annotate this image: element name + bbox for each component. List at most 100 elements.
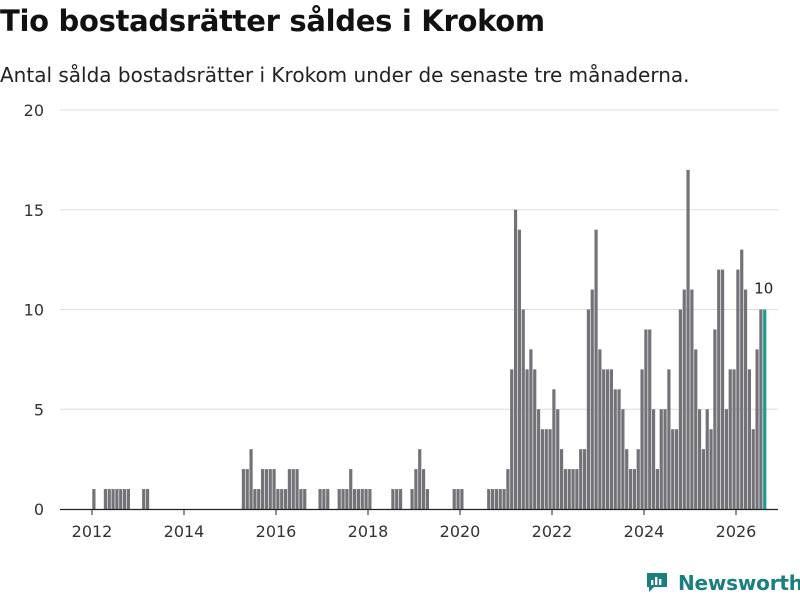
bar — [126, 489, 130, 509]
x-tick-label: 2014 — [164, 522, 205, 541]
y-tick-label: 10 — [24, 301, 44, 320]
bar — [571, 469, 575, 509]
bar — [103, 489, 107, 509]
bar — [337, 489, 341, 509]
bar — [494, 489, 498, 509]
bar — [391, 489, 395, 509]
bar — [686, 169, 690, 509]
bar — [640, 369, 644, 509]
bar — [690, 289, 694, 509]
bar — [594, 229, 598, 509]
bar — [755, 349, 759, 509]
newsworthy-logo[interactable]: Newsworthy — [644, 570, 800, 596]
bar — [701, 449, 705, 509]
bar — [283, 489, 288, 509]
bar — [671, 429, 675, 509]
bar — [398, 489, 403, 509]
bar — [322, 489, 326, 509]
bar — [590, 289, 594, 509]
bar — [621, 409, 625, 509]
y-tick-label: 20 — [24, 101, 44, 120]
bar — [533, 369, 537, 509]
bar — [575, 469, 579, 509]
bar — [525, 369, 529, 509]
bar — [456, 489, 460, 509]
bar — [490, 489, 495, 509]
bar — [548, 429, 552, 509]
bar — [510, 369, 514, 509]
newsworthy-logo-text: Newsworthy — [678, 571, 800, 595]
bar — [713, 329, 717, 509]
bar — [728, 369, 732, 509]
bar — [659, 409, 663, 509]
bar — [705, 409, 709, 509]
bar-latest — [763, 309, 767, 509]
bar — [364, 489, 368, 509]
bar — [540, 429, 544, 509]
bar — [582, 449, 587, 509]
y-tick-label: 0 — [34, 500, 44, 519]
bar — [609, 369, 613, 509]
bar — [356, 489, 360, 509]
bar — [644, 329, 648, 509]
bar — [747, 369, 751, 509]
bar — [517, 229, 521, 509]
bar — [536, 409, 541, 509]
bar — [410, 489, 414, 509]
bar — [617, 389, 621, 509]
bar — [107, 489, 111, 509]
bar — [602, 369, 606, 509]
bar — [268, 469, 272, 509]
bar — [559, 449, 564, 509]
bar — [498, 489, 502, 509]
x-tick-label: 2012 — [72, 522, 113, 541]
bar — [724, 409, 728, 509]
bar — [245, 469, 249, 509]
bar — [521, 309, 525, 509]
bar — [395, 489, 399, 509]
bar — [352, 489, 357, 509]
bar — [563, 469, 567, 509]
bar — [605, 369, 610, 509]
y-tick-label: 5 — [34, 400, 44, 419]
bar — [648, 329, 652, 509]
bar — [421, 469, 426, 509]
bar — [674, 429, 679, 509]
bar — [119, 489, 123, 509]
bar — [655, 469, 659, 509]
bar — [625, 449, 629, 509]
bar — [414, 469, 418, 509]
bar — [586, 309, 590, 509]
latest-value-label: 10 — [754, 280, 773, 298]
bar — [326, 489, 330, 509]
x-tick-label: 2024 — [624, 522, 665, 541]
bar — [345, 489, 349, 509]
x-tick-label: 2026 — [716, 522, 757, 541]
bar — [318, 489, 322, 509]
bar — [460, 489, 464, 509]
bar — [502, 489, 506, 509]
bar — [751, 429, 755, 509]
bar — [260, 469, 265, 509]
bar — [303, 489, 307, 509]
page-title: Tio bostadsrätter såldes i Krokom — [0, 4, 545, 38]
bar — [579, 449, 583, 509]
bar — [720, 269, 725, 509]
bar — [368, 489, 372, 509]
x-tick-label: 2016 — [256, 522, 297, 541]
bar — [667, 369, 671, 509]
bar — [425, 489, 429, 509]
bar — [544, 429, 548, 509]
bar — [287, 469, 291, 509]
bar — [360, 489, 364, 509]
bar — [122, 489, 127, 509]
bar — [145, 489, 150, 509]
bar — [349, 469, 353, 509]
bar — [740, 249, 744, 509]
x-tick-label: 2020 — [440, 522, 481, 541]
bar — [678, 309, 682, 509]
bar — [552, 389, 556, 509]
bar — [291, 469, 295, 509]
bar — [743, 289, 748, 509]
y-tick-label: 15 — [24, 201, 44, 220]
